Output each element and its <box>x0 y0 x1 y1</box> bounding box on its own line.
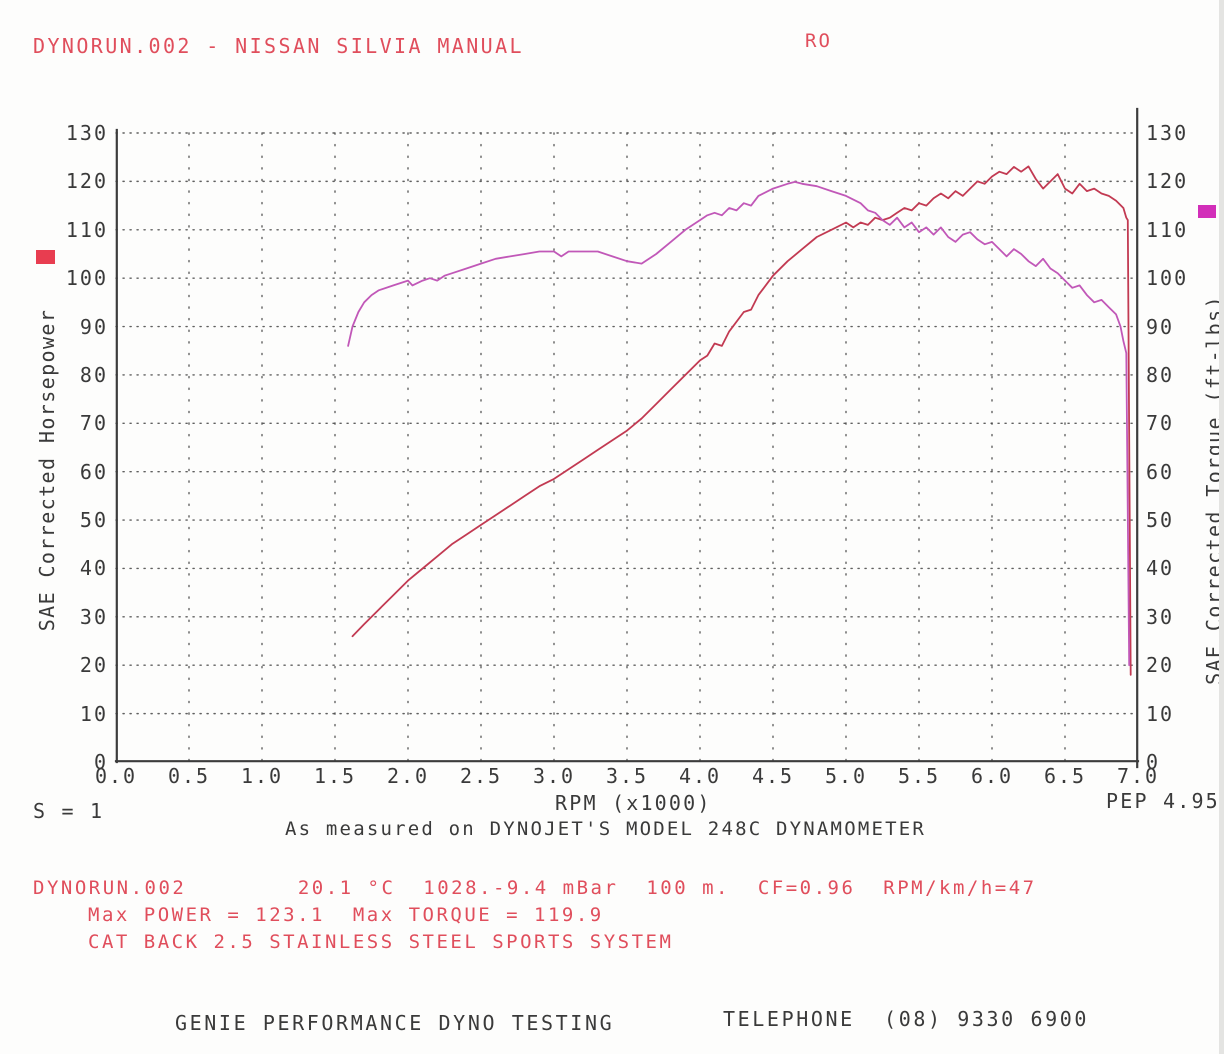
company-name: GENIE PERFORMANCE DYNO TESTING <box>175 1011 615 1035</box>
axis-tick-label: 2.0 <box>386 764 430 788</box>
axis-tick-label: 50 <box>79 508 108 533</box>
axis-tick-label: 80 <box>1146 362 1175 387</box>
telephone: TELEPHONE (08) 9330 6900 <box>723 1007 1090 1031</box>
axis-tick-label: 5.5 <box>897 764 941 788</box>
axis-tick-label: 20 <box>1146 653 1175 678</box>
axis-tick-label: 1.5 <box>313 764 357 788</box>
run-label: RO <box>805 30 832 52</box>
page-title: DYNORUN.002 - NISSAN SILVIA MANUAL <box>33 34 524 58</box>
axis-tick-label: 7.0 <box>1116 764 1160 788</box>
axis-tick-label: 4.0 <box>678 764 722 788</box>
axis-tick-label: 40 <box>1146 556 1175 581</box>
axis-tick-label: 50 <box>1146 508 1175 533</box>
axis-tick-label: 30 <box>79 604 108 629</box>
axis-tick-label: 1.0 <box>240 764 284 788</box>
modification-note-line: CAT BACK 2.5 STAINLESS STEEL SPORTS SYST… <box>88 931 674 953</box>
x-axis-label: RPM (x1000) <box>555 791 712 815</box>
pep-version-note: PEP 4.95 <box>1106 789 1220 813</box>
axis-tick-label: 3.0 <box>532 764 576 788</box>
axis-tick-label: 120 <box>65 169 108 194</box>
dyno-plot-area <box>114 107 1140 769</box>
axis-tick-label: 60 <box>1146 459 1175 484</box>
axis-tick-label: 6.0 <box>970 764 1014 788</box>
power-curve <box>351 165 1132 676</box>
axis-tick-label: 5.0 <box>824 764 868 788</box>
axis-tick-label: 120 <box>1146 169 1189 194</box>
axis-tick-label: 0 <box>93 750 108 774</box>
power-legend-marker <box>36 250 55 264</box>
axis-tick-label: 10 <box>79 701 108 726</box>
dyno-chart-svg <box>114 107 1140 769</box>
axis-tick-label: 40 <box>79 556 108 581</box>
axis-tick-label: 100 <box>65 266 108 291</box>
axis-tick-label: 6.5 <box>1043 764 1087 788</box>
torque-curve <box>347 181 1131 667</box>
axis-tick-label: 30 <box>1146 604 1175 629</box>
axis-tick-label: 3.5 <box>605 764 649 788</box>
max-power-torque-line: Max POWER = 123.1 Max TORQUE = 119.9 <box>88 904 604 926</box>
axis-tick-label: 60 <box>79 459 108 484</box>
dynamometer-note: As measured on DYNOJET'S MODEL 248C DYNA… <box>285 818 927 840</box>
axis-tick-label: 10 <box>1146 701 1175 726</box>
axis-tick-label: 100 <box>1146 266 1189 291</box>
axis-tick-label: 4.5 <box>751 764 795 788</box>
axis-tick-label: 70 <box>1146 411 1175 436</box>
axis-tick-label: 80 <box>79 362 108 387</box>
axis-tick-label: 0.5 <box>167 764 211 788</box>
smoothing-note: S = 1 <box>33 799 105 823</box>
axis-tick-label: 90 <box>1146 314 1175 339</box>
axis-tick-label: 110 <box>65 217 108 242</box>
axis-tick-label: 70 <box>79 411 108 436</box>
axis-tick-label: 90 <box>79 314 108 339</box>
axis-tick-label: 2.5 <box>459 764 503 788</box>
axis-tick-label: 130 <box>65 121 108 145</box>
axis-tick-label: 20 <box>79 653 108 678</box>
torque-legend-marker <box>1198 205 1216 218</box>
axis-tick-label: 0.0 <box>94 764 138 788</box>
run-conditions-line: DYNORUN.002 20.1 °C 1028.-9.4 mBar 100 m… <box>33 877 1037 899</box>
axis-tick-label: 110 <box>1146 217 1189 242</box>
axis-tick-label: 0 <box>1146 750 1161 774</box>
scan-edge-shadow <box>1219 0 1224 1054</box>
axis-tick-label: 130 <box>1146 121 1189 145</box>
